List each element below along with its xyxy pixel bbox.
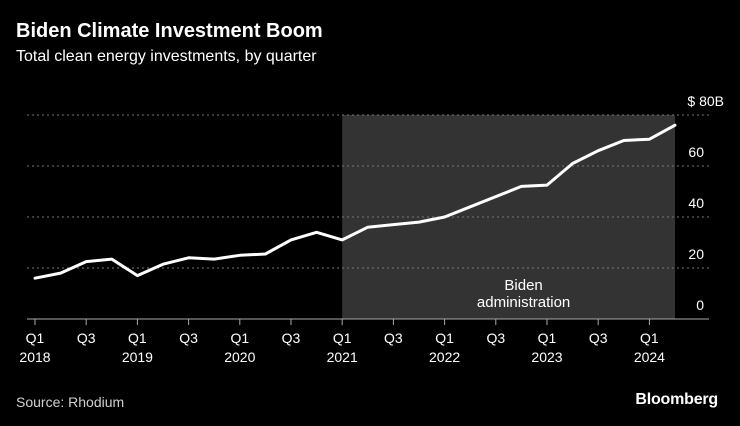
y-tick-label: 40 (688, 195, 704, 211)
x-tick-year-label: 2020 (224, 349, 255, 365)
annotation-label: administration (477, 294, 570, 311)
x-tick-year-label: 2023 (531, 349, 562, 365)
bloomberg-logo: Bloomberg (635, 391, 718, 408)
annotation-label: Biden (504, 277, 542, 294)
x-tick-label: Q3 (179, 330, 198, 346)
x-tick-label: Q1 (538, 330, 557, 346)
y-tick-label: $ 80B (687, 93, 724, 109)
x-tick-year-label: 2018 (19, 349, 50, 365)
investment-series-line (33, 123, 677, 280)
x-tick-year-label: 2019 (122, 349, 153, 365)
x-tick-label: Q3 (384, 330, 403, 346)
x-tick-year-label: 2022 (429, 349, 460, 365)
chart-title: Biden Climate Investment Boom (16, 20, 323, 42)
chart-subtitle: Total clean energy investments, by quart… (16, 48, 317, 65)
y-tick-label: 0 (696, 297, 704, 313)
x-tick-label: Q3 (77, 330, 96, 346)
x-tick-label: Q1 (230, 330, 249, 346)
x-tick-label: Q1 (333, 330, 352, 346)
x-tick-label: Q1 (26, 330, 45, 346)
x-tick-label: Q3 (589, 330, 608, 346)
x-tick-label: Q1 (128, 330, 147, 346)
x-tick-label: Q3 (486, 330, 505, 346)
x-tick-label: Q3 (282, 330, 301, 346)
x-tick-label: Q1 (640, 330, 659, 346)
source-note: Source: Rhodium (16, 394, 125, 410)
x-tick-year-label: 2021 (327, 349, 358, 365)
y-tick-label: 20 (688, 246, 704, 262)
x-tick-label: Q1 (435, 330, 454, 346)
y-tick-label: 60 (688, 144, 704, 160)
x-tick-year-label: 2024 (634, 349, 665, 365)
